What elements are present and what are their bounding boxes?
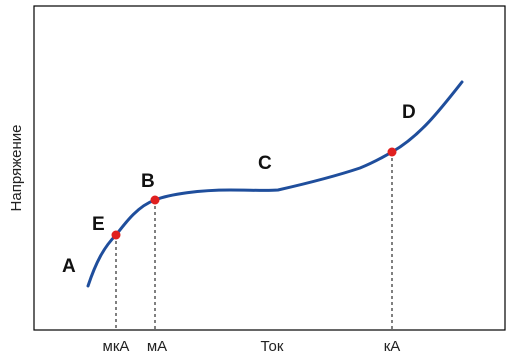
region-label-B: B [141,171,155,192]
y-axis-title: Напряжение [8,125,25,212]
point-B-marker [150,195,160,205]
point-D-marker [387,147,397,157]
point-E-marker [111,230,121,240]
region-label-E: E [92,214,105,235]
x-tick-label-ka: кА [384,338,401,355]
x-tick-label-ma: мА [147,338,167,355]
x-tick-label-mka: мкА [103,338,130,355]
region-label-C: C [258,153,272,174]
x-axis-title: Ток [261,338,284,355]
region-label-D: D [402,102,416,123]
plot-frame [33,5,506,331]
region-label-A: A [62,256,76,277]
